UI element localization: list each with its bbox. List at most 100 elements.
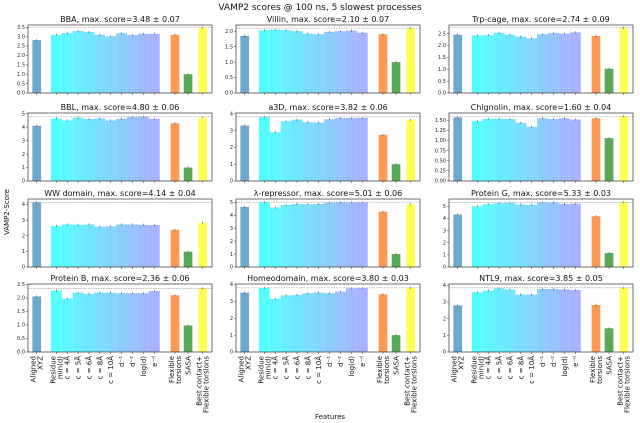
- y-tick-label: 2.5: [17, 44, 25, 50]
- bar: [356, 117, 368, 181]
- y-tick-label: 1.50: [435, 118, 446, 124]
- bar: [302, 122, 314, 181]
- y-tick-label: 4: [230, 112, 233, 118]
- bar: [269, 207, 281, 267]
- bar: [406, 119, 416, 181]
- panel: a3D, max. score=3.82 ± 0.06 0 1 2 3 4: [230, 103, 421, 185]
- bar: [32, 40, 42, 93]
- bar: [291, 294, 303, 352]
- bar: [61, 33, 73, 93]
- axes-frame: [448, 112, 634, 182]
- y-tick-label: 2: [230, 316, 233, 322]
- bar: [569, 203, 581, 267]
- bar: [324, 119, 336, 181]
- bar: [378, 34, 388, 93]
- x-tick-label: d⁻¹: [118, 356, 126, 367]
- y-tick-label: 1.25: [435, 128, 446, 134]
- x-tick-label: XYZ: [458, 356, 466, 370]
- bar: [356, 287, 368, 352]
- x-tick-label: Best contact+: [404, 356, 412, 406]
- y-tick-label: 2.0: [438, 43, 446, 49]
- bar: [94, 118, 106, 181]
- axes-frame: [235, 283, 421, 353]
- bar: [116, 293, 128, 352]
- bar: [258, 287, 270, 352]
- bar: [619, 287, 629, 352]
- y-tick-label: 0.0: [17, 91, 25, 97]
- bar: [515, 294, 527, 352]
- bar: [453, 34, 463, 93]
- y-tick-label: 0: [22, 179, 25, 185]
- bar: [391, 335, 401, 352]
- panel-title: WW domain, max. score=4.14 ± 0.04: [44, 189, 196, 198]
- y-tick-label: 1: [230, 252, 233, 258]
- bar: [406, 28, 416, 93]
- panel-title: a3D, max. score=3.82 ± 0.06: [268, 103, 387, 112]
- bar: [493, 32, 505, 93]
- bar: [378, 211, 388, 267]
- bar: [127, 293, 138, 352]
- x-tick-label: Flexible: [168, 356, 176, 383]
- axes-frame: [27, 24, 213, 94]
- bar: [604, 253, 614, 267]
- x-tick-label: Aligned: [451, 356, 459, 382]
- bar: [604, 138, 614, 181]
- x-tick-label: c = 6Å: [84, 356, 93, 380]
- y-tick-label: 4: [230, 282, 233, 288]
- bar: [170, 229, 180, 267]
- bar: [313, 122, 325, 181]
- bar: [198, 27, 208, 93]
- y-tick-label: 3: [230, 299, 233, 305]
- bar: [280, 30, 292, 93]
- bar: [604, 68, 614, 93]
- bar: [240, 35, 250, 93]
- bar: [356, 32, 368, 93]
- bar: [240, 292, 250, 352]
- bar: [269, 29, 281, 93]
- bar: [291, 31, 303, 94]
- bar: [558, 289, 570, 352]
- bar: [504, 34, 516, 93]
- bar: [105, 36, 117, 93]
- bar: [569, 32, 581, 93]
- panel: BBA, max. score=3.48 ± 0.07 0.0 0.5 1.0 1.5 2…: [17, 15, 213, 97]
- panel: Homeodomain, max. score=3.80 ± 0.03 0 1 2 3 4…: [230, 274, 421, 413]
- panel-title: NTL9, max. score=3.85 ± 0.05: [479, 274, 603, 283]
- y-tick-label: 2.5: [438, 31, 446, 37]
- y-tick-label: 1: [230, 162, 233, 168]
- bar: [280, 295, 292, 352]
- bar: [619, 202, 629, 267]
- y-tick-label: 0.5: [17, 336, 25, 342]
- bar: [482, 204, 494, 267]
- x-tick-label: d⁻¹: [539, 356, 547, 367]
- bar: [302, 33, 314, 93]
- x-tick-label: e⁻ᵈ: [572, 356, 580, 367]
- axes-frame: [27, 112, 213, 182]
- bar: [105, 120, 117, 181]
- bar: [391, 254, 401, 267]
- bar: [537, 118, 549, 181]
- bar: [548, 289, 559, 352]
- bar: [302, 293, 314, 352]
- x-tick-label: log(d): [561, 356, 569, 377]
- y-tick-label: 1: [22, 165, 25, 171]
- bar: [335, 202, 346, 267]
- bar: [258, 30, 270, 93]
- y-tick-label: 4: [443, 216, 446, 222]
- bar: [72, 224, 84, 267]
- x-tick-label: SASA: [185, 356, 193, 375]
- y-tick-label: 1: [22, 249, 25, 255]
- y-tick-label: 2.5: [17, 282, 25, 288]
- bar: [335, 291, 346, 352]
- y-tick-label: 0.0: [438, 91, 446, 97]
- bar: [50, 118, 62, 181]
- bar: [72, 31, 84, 94]
- x-tick-label: Flexible: [376, 356, 384, 383]
- bar: [198, 222, 208, 267]
- panel: Protein G, max. score=5.33 ± 0.03 0 1 2 3 4 5: [443, 189, 634, 271]
- y-tick-label: 4: [22, 125, 25, 131]
- bar: [170, 123, 180, 181]
- bar: [291, 119, 303, 181]
- y-tick-label: 2: [22, 152, 25, 158]
- bar: [526, 204, 538, 267]
